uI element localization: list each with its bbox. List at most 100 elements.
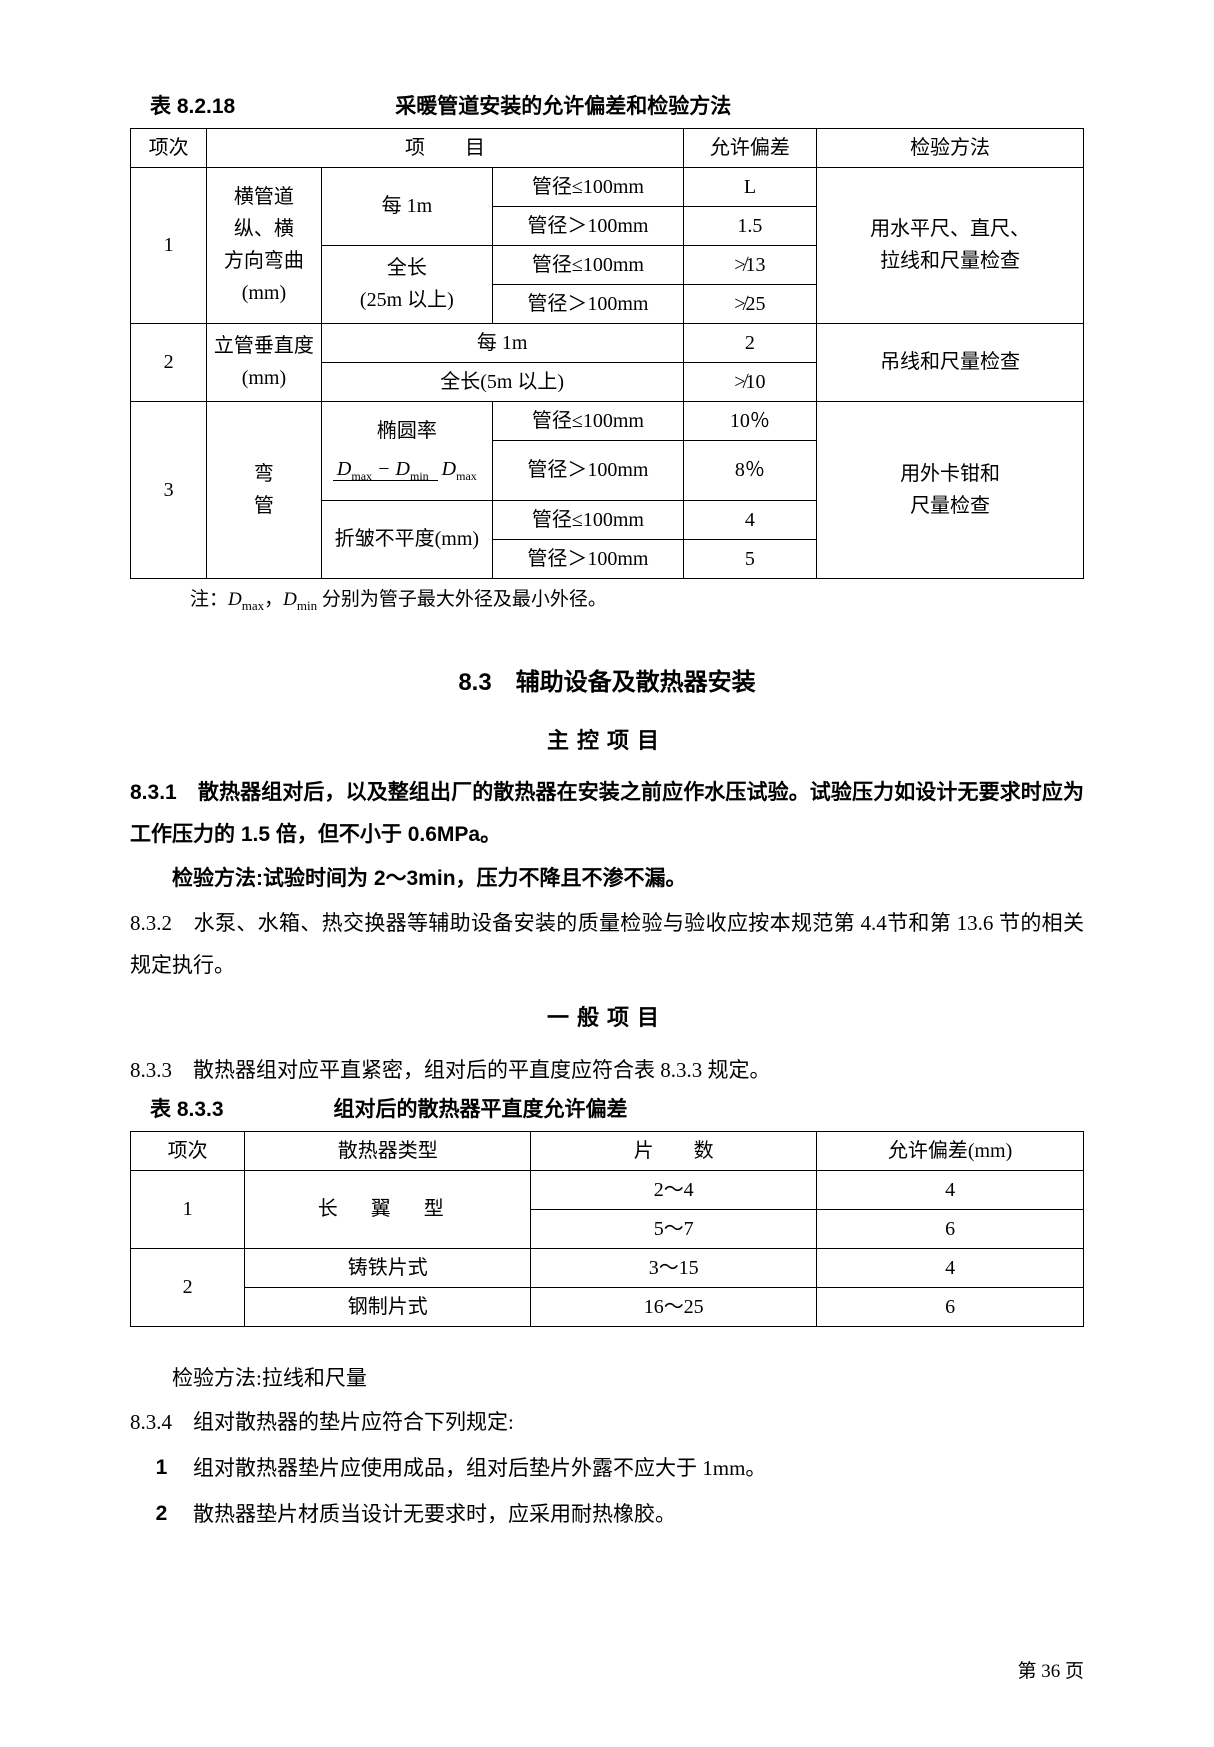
text-line: 弯 [211,458,316,490]
cell-dev: L [683,167,816,206]
table-row: 1 横管道 纵、横 方向弯曲 (mm) 每 1m 管径≤100mm L 用水平尺… [131,167,1084,206]
cell-dev: 4 [817,1170,1084,1209]
formula: Dmax − Dmin Dmax [326,453,489,487]
cell-count: 16～25 [531,1287,817,1326]
note-prefix: 注： [190,589,228,610]
cell-name: 立管垂直度 (mm) [207,323,321,401]
cell-segment: 每 1m [321,323,683,362]
subscript: max [351,469,372,483]
text-line: 全长 [326,252,489,284]
cell-cond: 管径＞100mm [493,284,684,323]
cell-dev: 4 [817,1248,1084,1287]
th-deviation: 允许偏差 [683,128,816,167]
item-number: 1 [130,1445,193,1491]
th-type: 散热器类型 [245,1131,531,1170]
clause-8-3-1-b: 检验方法:试验时间为 2～3min，压力不降且不渗不漏。 [130,858,1084,900]
table2-number: 表 8.3.3 [150,1093,224,1127]
text-line: 管 [211,490,316,522]
clause-8-3-3-method: 检验方法:拉线和尺量 [130,1357,1084,1399]
cell-metric: 椭圆率 Dmax − Dmin Dmax [321,401,493,500]
subscript: max [242,597,264,612]
cell-cond: 管径＞100mm [493,440,684,500]
text-line: 椭圆率 [326,415,489,447]
cell-cond: 管径≤100mm [493,167,684,206]
subscript: max [456,469,477,483]
text-line: 拉线和尺量检查 [821,245,1079,277]
page-number: 第 36 页 [130,1657,1084,1687]
cell-cond: 管径＞100mm [493,206,684,245]
text-line: 纵、横 [211,213,316,245]
table1-title: 采暖管道安装的允许偏差和检验方法 [395,90,731,124]
th-count: 片 数 [531,1131,817,1170]
cell-dev: 6 [817,1209,1084,1248]
cell-idx: 2 [131,323,207,401]
table-8-3-3: 项次 散热器类型 片 数 允许偏差(mm) 1 长 翼 型 2～4 4 5～7 … [130,1131,1084,1327]
clause-8-3-3: 8.3.3 散热器组对应平直紧密，组对后的平直度应符合表 8.3.3 规定。 [130,1049,1084,1091]
cell-segment: 全长 (25m 以上) [321,245,493,323]
cell-dev: 4 [683,500,816,539]
cell-dev: 5 [683,539,816,578]
table2-title: 组对后的散热器平直度允许偏差 [334,1093,628,1127]
table-row: 1 长 翼 型 2～4 4 [131,1170,1084,1209]
cell-segment: 每 1m [321,167,493,245]
th-deviation: 允许偏差(mm) [817,1131,1084,1170]
section-number: 8.3 [458,669,491,696]
text-line: (25m 以上) [326,284,489,316]
text-line: 方向弯曲 [211,245,316,277]
text-line: (mm) [211,277,316,309]
cell-segment: 全长(5m 以上) [321,362,683,401]
item-number: 2 [130,1491,193,1537]
clause-8-3-1-a: 8.3.1 散热器组对后，以及整组出厂的散热器在安装之前应作水压试验。试验压力如… [130,772,1084,856]
cell-dev: 2 [683,323,816,362]
table-row: 项次 项 目 允许偏差 检验方法 [131,128,1084,167]
cell-type: 长 翼 型 [245,1170,531,1248]
clause-8-3-4-item2: 2 散热器垫片材质当设计无要求时，应采用耐热橡胶。 [130,1491,1084,1537]
text-line: (mm) [211,362,316,394]
section-8-3-title: 8.3 辅助设备及散热器安装 [130,664,1084,702]
var: D [283,589,297,610]
th-item: 项 目 [207,128,683,167]
cell-dev: ≯13 [683,245,816,284]
cell-dev: ≯10 [683,362,816,401]
clause-8-3-4-item1: 1 组对散热器垫片应使用成品，组对后垫片外露不应大于 1mm。 [130,1445,1084,1491]
cell-dev: 1.5 [683,206,816,245]
cell-idx: 1 [131,1170,245,1248]
text-line: 尺量检查 [821,490,1079,522]
th-method: 检验方法 [817,128,1084,167]
table-row: 项次 散热器类型 片 数 允许偏差(mm) [131,1131,1084,1170]
note-tail: 分别为管子最大外径及最小外径。 [317,589,607,610]
table1-caption: 表 8.2.18 采暖管道安装的允许偏差和检验方法 [130,90,1084,124]
cell-method: 吊线和尺量检查 [817,323,1084,401]
cell-cond: 管径≤100mm [493,500,684,539]
var: D [228,589,242,610]
cell-count: 2～4 [531,1170,817,1209]
cell-method: 用外卡钳和 尺量检查 [817,401,1084,578]
table-8-2-18: 项次 项 目 允许偏差 检验方法 1 横管道 纵、横 方向弯曲 (mm) 每 1… [130,128,1084,579]
th-item-no: 项次 [131,1131,245,1170]
cell-idx: 3 [131,401,207,578]
subhead-main-items: 主控项目 [130,723,1084,758]
cell-name: 弯 管 [207,401,321,578]
cell-dev: ≯25 [683,284,816,323]
var: D [337,458,351,480]
cell-metric: 折皱不平度(mm) [321,500,493,578]
table1-note: 注：Dmax，Dmin 分别为管子最大外径及最小外径。 [190,585,1084,617]
cell-dev: 10％ [683,401,816,440]
table1-number: 表 8.2.18 [150,90,235,124]
sep: ， [264,589,283,610]
text-line: 用外卡钳和 [821,458,1079,490]
text-line: 用水平尺、直尺、 [821,213,1079,245]
section-name: 辅助设备及散热器安装 [516,669,756,696]
cell-type: 钢制片式 [245,1287,531,1326]
cell-dev: 6 [817,1287,1084,1326]
item-text: 组对散热器垫片应使用成品，组对后垫片外露不应大于 1mm。 [193,1445,766,1491]
cell-idx: 1 [131,167,207,323]
cell-name: 横管道 纵、横 方向弯曲 (mm) [207,167,321,323]
subscript: min [410,469,429,483]
cell-idx: 2 [131,1248,245,1326]
cell-count: 3～15 [531,1248,817,1287]
cell-type: 铸铁片式 [245,1248,531,1287]
cell-count: 5～7 [531,1209,817,1248]
table-row: 钢制片式 16～25 6 [131,1287,1084,1326]
cell-cond: 管径≤100mm [493,245,684,284]
